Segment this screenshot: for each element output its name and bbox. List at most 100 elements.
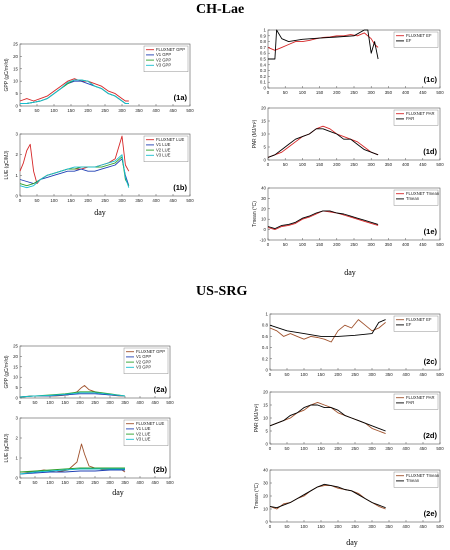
x-tick-label-2c: 0 (269, 372, 272, 377)
series-line-2a-v3-gpp (19, 392, 126, 398)
y-tick-label-2c: 0.4 (262, 345, 269, 350)
series-line-1d-par (267, 128, 379, 158)
y-tick-label-2a: 20 (13, 354, 18, 359)
x-tick-label-1a: 0 (19, 108, 22, 113)
legend-label-1b: V2 LUE (156, 147, 171, 152)
y-tick-label-1c: 0.5 (260, 57, 267, 62)
y-tick-label-1d: 0 (264, 158, 267, 163)
x-tick-label-1d: 200 (333, 162, 341, 167)
series-line-2c-fluxnet-ef (269, 319, 386, 343)
x-tick-label-1c: 150 (316, 90, 324, 95)
series-line-2b-v3-lue (19, 468, 125, 475)
x-tick-label-1b: 50 (35, 198, 40, 203)
y-tick-label-2b: 3 (16, 416, 19, 421)
x-tick-label-1c: 0 (267, 90, 270, 95)
x-tick-label-2d: 250 (351, 446, 359, 451)
panel-tag-2d: (2d) (423, 431, 437, 440)
x-tick-label-1e: 100 (299, 242, 307, 247)
y-tick-label-2d: 20 (263, 390, 268, 395)
y-axis-label-2b: LUE (gC/MJ) (4, 433, 10, 462)
x-tick-label-1d: 150 (316, 162, 324, 167)
legend-label-2c: EF (406, 322, 412, 327)
y-tick-label-1e: 20 (261, 206, 266, 211)
x-tick-label-2d: 500 (436, 446, 444, 451)
x-tick-label-2b: 50 (33, 480, 38, 485)
y-tick-label-2e: 30 (263, 481, 268, 486)
site-title-us-srg: US-SRG (196, 284, 248, 299)
y-axis-label-2e: Tmean (°C) (254, 483, 260, 509)
y-tick-label-2e: 10 (263, 507, 268, 512)
y-tick-label-1c: 0.8 (260, 39, 267, 44)
legend-label-1e: FLUXNET Tmean (406, 191, 440, 196)
legend-label-2d: PAR (406, 400, 414, 405)
y-tick-label-1a: 20 (13, 54, 18, 59)
legend-label-1c: EF (406, 38, 412, 43)
y-tick-label-1d: 5 (264, 145, 267, 150)
x-tick-label-1a: 50 (35, 108, 40, 113)
y-tick-label-2c: 0.8 (262, 323, 269, 328)
y-tick-label-1d: 15 (261, 119, 266, 124)
legend-label-2b: V3 LUE (136, 437, 151, 442)
x-tick-label-1e: 0 (267, 242, 270, 247)
legend-label-1c: FLUXNET EF (406, 33, 432, 38)
x-tick-label-2e: 100 (300, 524, 308, 529)
x-tick-label-2a: 300 (106, 400, 114, 405)
x-tick-label-2a: 50 (33, 400, 38, 405)
x-tick-label-1b: 400 (152, 198, 160, 203)
x-tick-label-1a: 250 (101, 108, 109, 113)
y-tick-label-1e: 40 (261, 186, 266, 191)
legend-box-2e (393, 471, 439, 488)
y-tick-label-2a: 0 (16, 396, 19, 401)
x-tick-label-2a: 100 (46, 400, 54, 405)
x-tick-label-1c: 50 (283, 90, 288, 95)
legend-box-1e (393, 189, 439, 206)
x-tick-label-1b: 300 (118, 198, 126, 203)
x-axis-label-day: day (344, 268, 356, 277)
y-tick-label-1b: 3 (16, 132, 19, 137)
y-tick-label-2e: 0 (266, 520, 269, 525)
y-tick-label-2d: 15 (263, 403, 268, 408)
y-tick-label-1c: 0.9 (260, 33, 267, 38)
x-tick-label-2b: 350 (121, 480, 129, 485)
y-tick-label-2b: 0 (16, 476, 19, 481)
legend-box-1d (393, 109, 439, 126)
series-line-2e-tmean (269, 483, 386, 509)
x-tick-label-1b: 100 (50, 198, 58, 203)
y-tick-label-1c: 0.2 (260, 74, 267, 79)
y-tick-label-2b: 2 (16, 436, 19, 441)
x-tick-label-2c: 450 (419, 372, 427, 377)
x-tick-label-1d: 400 (402, 162, 410, 167)
y-tick-label-1a: 5 (16, 91, 19, 96)
y-axis-label-1e: Tmean (°C) (252, 201, 258, 227)
y-tick-label-1e: 10 (261, 217, 266, 222)
x-tick-label-2b: 0 (19, 480, 22, 485)
x-tick-label-1e: 500 (436, 242, 444, 247)
y-tick-label-2c: 0.2 (262, 356, 269, 361)
x-tick-label-1d: 500 (436, 162, 444, 167)
x-tick-label-2c: 100 (300, 372, 308, 377)
x-tick-label-1a: 400 (152, 108, 160, 113)
y-axis-label-2d: PAR (MJ/m²) (254, 403, 260, 432)
y-tick-label-2b: 1 (16, 456, 19, 461)
x-tick-label-2e: 0 (269, 524, 272, 529)
legend-label-2a: V1 GPP (136, 354, 151, 359)
x-tick-label-2d: 200 (334, 446, 342, 451)
legend-label-2e: Tmean (406, 478, 420, 483)
x-tick-label-2b: 150 (61, 480, 69, 485)
x-tick-label-2a: 0 (19, 400, 22, 405)
x-tick-label-1a: 450 (169, 108, 177, 113)
x-tick-label-2b: 200 (76, 480, 84, 485)
y-tick-label-1d: 20 (261, 106, 266, 111)
x-tick-label-2c: 250 (351, 372, 359, 377)
y-tick-label-1a: 0 (16, 104, 19, 109)
panel-tag-2e: (2e) (424, 509, 438, 518)
legend-label-1a: V2 GPP (156, 57, 171, 62)
legend-label-2d: FLUXNET PAR (406, 395, 434, 400)
series-line-2c-ef (269, 319, 386, 337)
x-tick-label-1c: 250 (350, 90, 358, 95)
y-tick-label-2c: 1 (266, 312, 269, 317)
x-tick-label-2b: 500 (166, 480, 174, 485)
site-title-ch-lae: CH-Lae (196, 2, 245, 17)
legend-label-2a: V3 GPP (136, 365, 151, 370)
y-tick-label-2a: 5 (16, 385, 19, 390)
